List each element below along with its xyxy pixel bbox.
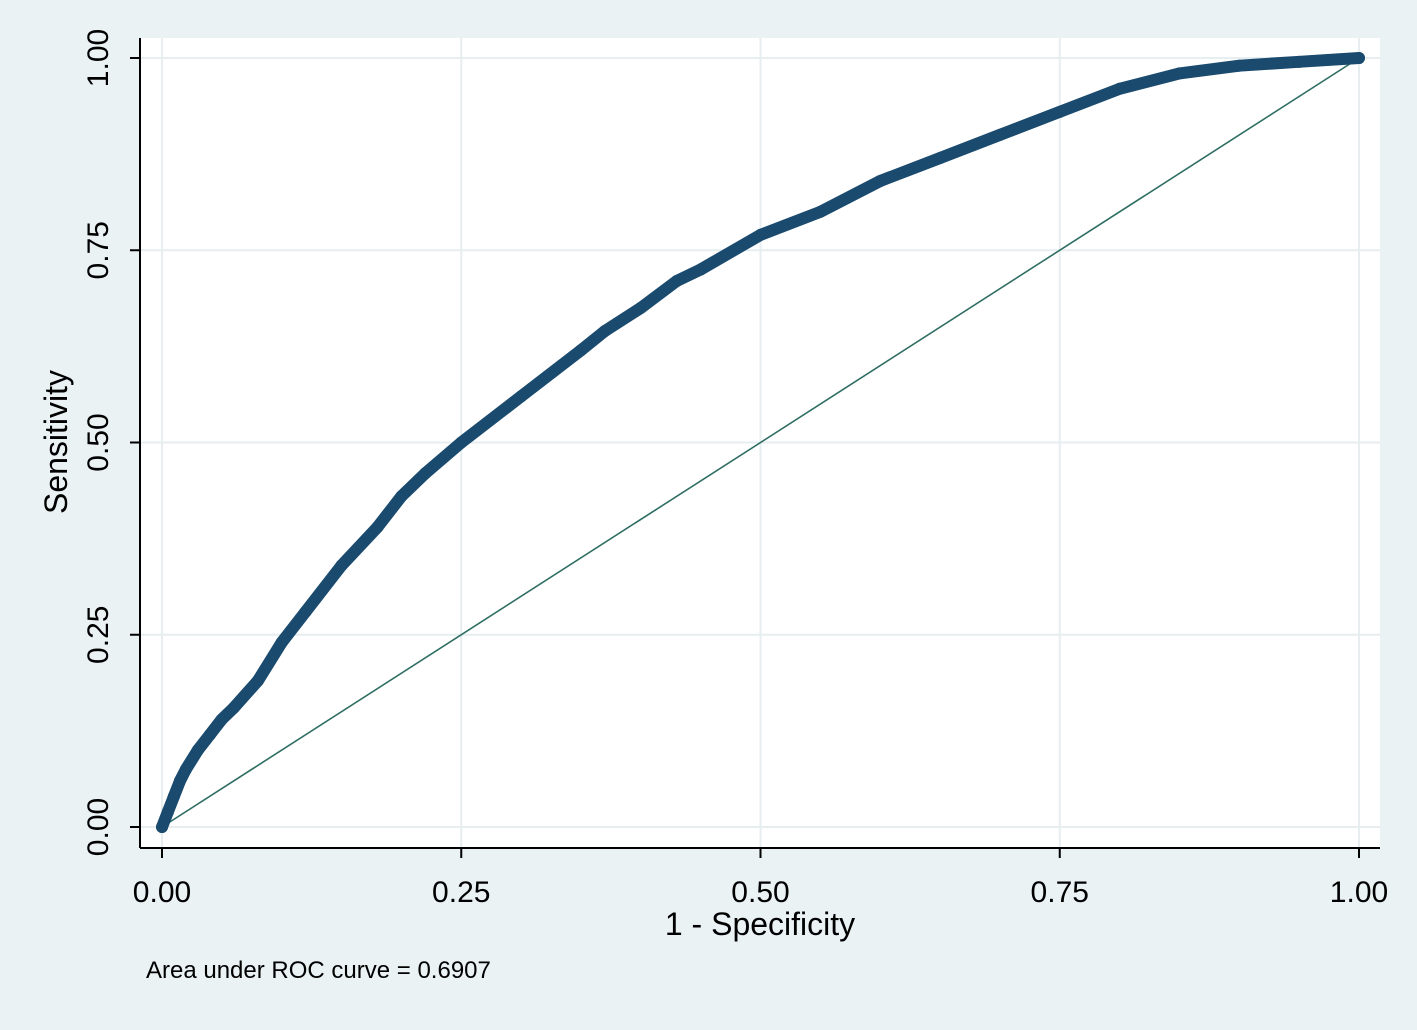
roc-point xyxy=(275,636,288,649)
roc-point xyxy=(1293,55,1306,68)
roc-point xyxy=(598,324,611,337)
auc-note: Area under ROC curve = 0.6907 xyxy=(146,957,491,984)
y-tick-label: 0.25 xyxy=(82,606,115,664)
roc-curve xyxy=(156,52,1365,833)
y-axis-title: Sensitivity xyxy=(38,370,74,514)
axes xyxy=(130,38,1380,858)
roc-point xyxy=(934,151,947,164)
roc-point xyxy=(754,228,767,241)
roc-point xyxy=(694,263,707,276)
roc-point xyxy=(203,728,216,741)
x-tick-label: 0.50 xyxy=(731,876,789,909)
roc-point xyxy=(167,790,180,803)
roc-point xyxy=(335,559,348,572)
roc-point xyxy=(1113,82,1126,95)
roc-point xyxy=(1053,105,1066,118)
roc-point xyxy=(215,713,228,726)
x-tick-label: 0.25 xyxy=(432,876,490,909)
roc-point xyxy=(814,205,827,218)
roc-point xyxy=(371,521,384,534)
roc-point xyxy=(173,774,186,787)
roc-point xyxy=(455,436,468,449)
roc-point xyxy=(574,344,587,357)
y-tick-label: 0.00 xyxy=(82,798,115,856)
roc-point xyxy=(634,301,647,314)
x-axis-title: 1 - Specificity xyxy=(665,906,855,942)
roc-point xyxy=(227,701,240,714)
x-tick-label: 1.00 xyxy=(1330,876,1388,909)
reference-line xyxy=(161,57,1360,828)
roc-point xyxy=(993,128,1006,141)
roc-point xyxy=(670,275,683,288)
y-tick-label: 0.50 xyxy=(82,413,115,471)
roc-point xyxy=(419,467,432,480)
roc-point xyxy=(515,390,528,403)
roc-point xyxy=(1173,67,1186,80)
roc-point xyxy=(874,175,887,188)
roc-point xyxy=(395,490,408,503)
roc-point xyxy=(179,763,192,776)
roc-point xyxy=(1353,52,1365,64)
x-tick-label: 0.00 xyxy=(133,876,191,909)
y-tick-label: 0.75 xyxy=(82,221,115,279)
y-tick-label: 1.00 xyxy=(82,29,115,87)
roc-point xyxy=(299,605,312,618)
roc-point xyxy=(156,821,168,833)
roc-point xyxy=(161,805,174,818)
roc-point xyxy=(191,744,204,757)
roc-point xyxy=(251,674,264,687)
roc-point xyxy=(1233,59,1246,72)
series-layer xyxy=(156,52,1365,833)
tick-labels: 0.00 0.25 0.50 0.75 1.00 0.00 0.25 0.50 0.75 1.00 xyxy=(82,29,1388,909)
x-tick-label: 0.75 xyxy=(1031,876,1089,909)
